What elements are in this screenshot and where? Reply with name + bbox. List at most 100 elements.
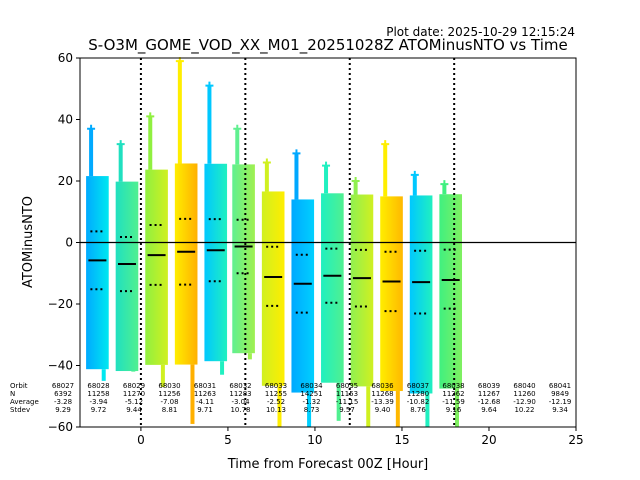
orbit-stat-average: -3.94 xyxy=(89,398,108,406)
orbit-strip-68028 xyxy=(115,181,139,372)
orbit-outliers-top-68035 xyxy=(264,162,269,192)
x-tick-label: 20 xyxy=(481,433,496,447)
orbit-outliers-top-68037 xyxy=(324,165,329,194)
orbit-stat-average: -11.59 xyxy=(442,398,465,406)
outlier-marker-68027 xyxy=(87,124,96,133)
orbit-stat-stdev: 8.76 xyxy=(410,406,426,414)
stat-row-label: Average xyxy=(10,398,39,406)
orbit-stat-stdev: 8.73 xyxy=(304,406,320,414)
orbit-outliers-bottom-68041 xyxy=(455,388,460,427)
outlier-marker-68041 xyxy=(440,180,449,189)
orbit-outliers-bottom-68030 xyxy=(160,364,165,388)
outlier-marker-68035 xyxy=(262,158,271,167)
orbit-outliers-bottom-68028 xyxy=(131,371,136,372)
orbit-outliers-top-68039 xyxy=(383,144,388,197)
orbit-stat-stdev: 9.72 xyxy=(91,406,107,414)
orbit-outliers-top-68038 xyxy=(353,181,358,195)
orbit-stat-orbit: 68037 xyxy=(407,382,429,390)
x-tick-label: 25 xyxy=(568,433,583,447)
orbit-stat-orbit: 68030 xyxy=(158,382,180,390)
orbit-strip-68035 xyxy=(261,191,285,386)
orbit-stat-n: 11262 xyxy=(442,390,464,398)
orbit-outliers-bottom-68034 xyxy=(247,353,252,360)
stat-row-label: Stdev xyxy=(10,406,30,414)
plot-date: Plot date: 2025-10-29 12:15:24 xyxy=(386,25,575,39)
orbit-stat-average: -12.19 xyxy=(549,398,572,406)
y-tick-label: 0 xyxy=(65,236,73,250)
orbit-stat-n: 6392 xyxy=(54,390,72,398)
orbit-outliers-bottom-68037 xyxy=(336,382,341,421)
orbit-stat-orbit: 68038 xyxy=(442,382,464,390)
data-strips xyxy=(86,57,463,427)
orbit-stat-stdev: 9.16 xyxy=(446,406,462,414)
orbit-outliers-top-68030 xyxy=(148,116,153,170)
orbit-stat-n: 11255 xyxy=(265,390,287,398)
orbit-strip-68027 xyxy=(86,176,109,370)
orbit-stat-average: -7.08 xyxy=(160,398,178,406)
orbit-stat-average: -10.82 xyxy=(407,398,430,406)
orbit-stat-n: 11270 xyxy=(123,390,145,398)
orbit-strip-68030 xyxy=(145,169,168,365)
orbit-outliers-top-68033 xyxy=(207,85,212,164)
y-tick-label: −40 xyxy=(48,359,73,373)
x-axis-label: Time from Forecast 00Z [Hour] xyxy=(227,457,429,472)
orbit-strip-68041 xyxy=(439,194,463,389)
orbit-outliers-top-68034 xyxy=(235,128,240,165)
orbit-stat-orbit: 68039 xyxy=(478,382,500,390)
orbit-outliers-bottom-68032 xyxy=(190,364,195,424)
y-tick-label: 40 xyxy=(58,113,73,127)
orbit-outliers-bottom-68036 xyxy=(307,392,312,427)
orbit-stat-n: 11280 xyxy=(407,390,429,398)
y-axis: −60 −40 −20 0 20 40 60 xyxy=(48,51,80,434)
orbit-stat-stdev: 9.64 xyxy=(481,406,497,414)
y-tick-label: 20 xyxy=(58,174,73,188)
outlier-marker-68036 xyxy=(292,149,301,158)
orbit-stat-orbit: 68031 xyxy=(194,382,216,390)
orbit-stat-n: 11256 xyxy=(158,390,181,398)
orbit-strip-68033 xyxy=(204,163,228,362)
orbit-stat-stdev: 10.13 xyxy=(266,406,286,414)
orbit-outliers-top-68040 xyxy=(412,174,417,196)
orbit-stat-stdev: 9.40 xyxy=(375,406,391,414)
orbit-stat-stdev: 10.22 xyxy=(514,406,534,414)
orbit-strip-68032 xyxy=(174,163,198,365)
orbit-stat-n: 11283 xyxy=(229,390,251,398)
orbit-stat-orbit: 68033 xyxy=(265,382,287,390)
x-axis: 0 5 10 15 20 25 xyxy=(137,427,584,447)
orbit-strip-68034 xyxy=(232,164,255,354)
orbit-strip-68036 xyxy=(291,199,315,393)
orbit-stat-n: 11260 xyxy=(513,390,535,398)
orbit-stat-stdev: 9.44 xyxy=(126,406,142,414)
outlier-marker-68038 xyxy=(351,177,360,185)
orbit-stat-orbit: 68028 xyxy=(87,382,109,390)
orbit-stat-average: -13.39 xyxy=(371,398,394,406)
orbit-outliers-bottom-68040 xyxy=(425,393,430,427)
orbit-stat-average: -2.52 xyxy=(267,398,285,406)
orbit-stat-stdev: 10.78 xyxy=(230,406,250,414)
chart-title: S-O3M_GOME_VOD_XX_M01_20251028Z ATOMinus… xyxy=(88,36,567,55)
reference-lines xyxy=(80,58,576,427)
orbit-outliers-top-68036 xyxy=(294,153,299,200)
y-tick-label: 60 xyxy=(58,51,73,65)
x-tick-label: 0 xyxy=(137,433,145,447)
outlier-marker-68034 xyxy=(233,124,242,133)
orbit-outliers-top-68027 xyxy=(89,128,94,177)
x-tick-label: 15 xyxy=(394,433,409,447)
orbit-strip-68038 xyxy=(350,194,374,387)
orbit-stat-average: -4.11 xyxy=(196,398,214,406)
orbit-stat-average: -3.28 xyxy=(54,398,72,406)
outlier-marker-68039 xyxy=(381,140,390,149)
y-axis-label: ATOMinusNTO xyxy=(21,196,36,288)
orbit-outliers-bottom-68039 xyxy=(395,391,400,427)
orbit-stat-stdev: 9.34 xyxy=(552,406,568,414)
orbit-stat-average: -11.15 xyxy=(336,398,359,406)
y-tick-label: −20 xyxy=(48,297,73,311)
stat-row-label: N xyxy=(10,390,15,398)
orbit-stat-orbit: 68029 xyxy=(123,382,145,390)
outlier-marker-68040 xyxy=(410,170,419,179)
orbit-stat-orbit: 68034 xyxy=(300,382,323,390)
orbit-outliers-bottom-68038 xyxy=(366,386,371,427)
outlier-marker-68030 xyxy=(146,112,155,121)
orbit-outliers-top-68041 xyxy=(442,184,447,195)
